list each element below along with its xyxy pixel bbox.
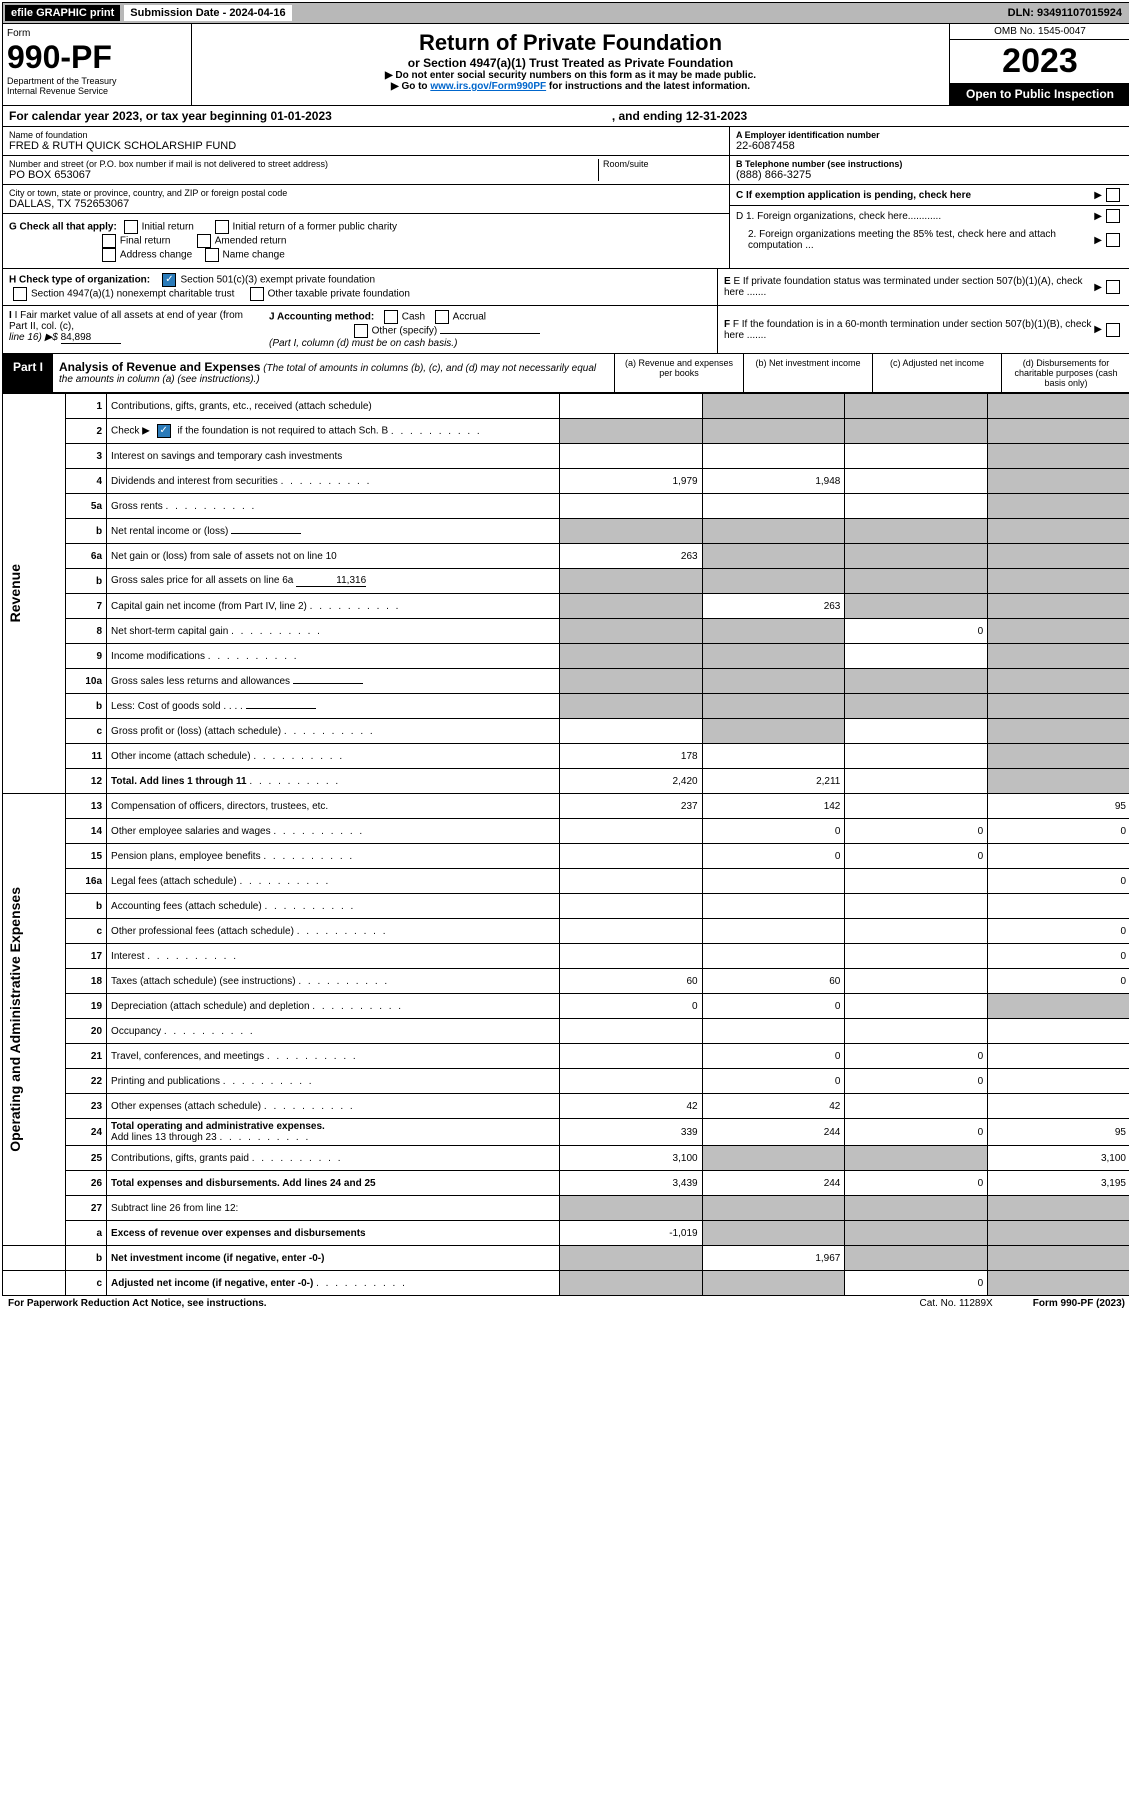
form-subtitle: or Section 4947(a)(1) Trust Treated as P… [198, 56, 943, 70]
section-d2: 2. Foreign organizations meeting the 85%… [736, 229, 1094, 251]
irs-link[interactable]: www.irs.gov/Form990PF [430, 81, 546, 92]
foundation-info: Name of foundation FRED & RUTH QUICK SCH… [2, 127, 1129, 269]
fmv-value: 84,898 [61, 332, 121, 344]
form-title: Return of Private Foundation [198, 30, 943, 56]
section-f-text: F If the foundation is in a 60-month ter… [724, 319, 1091, 341]
amended-return-checkbox[interactable] [197, 234, 211, 248]
page-footer: For Paperwork Reduction Act Notice, see … [2, 1296, 1129, 1311]
city-label: City or town, state or province, country… [9, 188, 723, 198]
address-change-checkbox[interactable] [102, 248, 116, 262]
calendar-year-row: For calendar year 2023, or tax year begi… [2, 106, 1129, 127]
phone-label: B Telephone number (see instructions) [736, 159, 1124, 169]
irs-label: Internal Revenue Service [7, 86, 187, 96]
paperwork-notice: For Paperwork Reduction Act Notice, see … [8, 1298, 267, 1309]
goto-note: ▶ Go to www.irs.gov/Form990PF for instru… [198, 81, 943, 92]
submission-date: Submission Date - 2024-04-16 [124, 5, 291, 21]
col-c-header: (c) Adjusted net income [872, 354, 1001, 392]
open-public: Open to Public Inspection [950, 83, 1129, 105]
status-terminated-checkbox[interactable] [1106, 280, 1120, 294]
street-value: PO BOX 653067 [9, 169, 598, 181]
section-e-text: E If private foundation status was termi… [724, 276, 1083, 298]
section-i: I I Fair market value of all assets at e… [9, 310, 249, 349]
dln: DLN: 93491107015924 [1002, 5, 1128, 21]
section-g: G Check all that apply: Initial return I… [3, 214, 729, 268]
ssn-note: ▶ Do not enter social security numbers o… [198, 70, 943, 81]
dept-treasury: Department of the Treasury [7, 76, 187, 86]
phone-value: (888) 866-3275 [736, 169, 1124, 181]
501c3-checkbox[interactable] [162, 273, 176, 287]
form-number: 990-PF [7, 39, 187, 76]
60month-checkbox[interactable] [1106, 323, 1120, 337]
tax-year: 2023 [950, 40, 1129, 83]
final-return-checkbox[interactable] [102, 234, 116, 248]
4947-checkbox[interactable] [13, 287, 27, 301]
foreign-85-checkbox[interactable] [1106, 233, 1120, 247]
accrual-checkbox[interactable] [435, 310, 449, 324]
street-label: Number and street (or P.O. box number if… [9, 159, 598, 169]
name-label: Name of foundation [9, 130, 723, 140]
section-h: H Check type of organization: Section 50… [3, 269, 717, 305]
section-j: J Accounting method: Cash Accrual Other … [249, 310, 711, 349]
top-bar: efile GRAPHIC print Submission Date - 20… [2, 2, 1129, 24]
sch-b-checkbox[interactable] [157, 424, 171, 438]
col-d-header: (d) Disbursements for charitable purpose… [1001, 354, 1129, 392]
other-method-checkbox[interactable] [354, 324, 368, 338]
col-a-header: (a) Revenue and expenses per books [614, 354, 743, 392]
section-c-label: C If exemption application is pending, c… [736, 190, 971, 201]
cat-number: Cat. No. 11289X [920, 1298, 993, 1309]
expenses-side-label: Operating and Administrative Expenses [7, 887, 23, 1152]
foundation-name: FRED & RUTH QUICK SCHOLARSHIP FUND [9, 140, 723, 152]
exemption-pending-checkbox[interactable] [1106, 188, 1120, 202]
part-1-header: Part I Analysis of Revenue and Expenses … [2, 354, 1129, 393]
efile-label[interactable]: efile GRAPHIC print [5, 5, 120, 21]
col-b-header: (b) Net investment income [743, 354, 872, 392]
cash-checkbox[interactable] [384, 310, 398, 324]
initial-former-checkbox[interactable] [215, 220, 229, 234]
other-taxable-checkbox[interactable] [250, 287, 264, 301]
form-footer-ref: Form 990-PF (2023) [1033, 1298, 1125, 1309]
form-header: Form 990-PF Department of the Treasury I… [2, 24, 1129, 106]
revenue-side-label: Revenue [7, 564, 23, 622]
omb-number: OMB No. 1545-0047 [950, 24, 1129, 40]
section-d1: D 1. Foreign organizations, check here..… [736, 211, 1094, 222]
ein-value: 22-6087458 [736, 140, 1124, 152]
city-value: DALLAS, TX 752653067 [9, 198, 723, 210]
room-label: Room/suite [603, 159, 723, 169]
initial-return-checkbox[interactable] [124, 220, 138, 234]
form-label: Form [7, 28, 187, 39]
foreign-org-checkbox[interactable] [1106, 209, 1120, 223]
part-1-table: Revenue 1Contributions, gifts, grants, e… [2, 393, 1129, 1296]
ein-label: A Employer identification number [736, 130, 1124, 140]
name-change-checkbox[interactable] [205, 248, 219, 262]
part-1-label: Part I [3, 354, 53, 392]
